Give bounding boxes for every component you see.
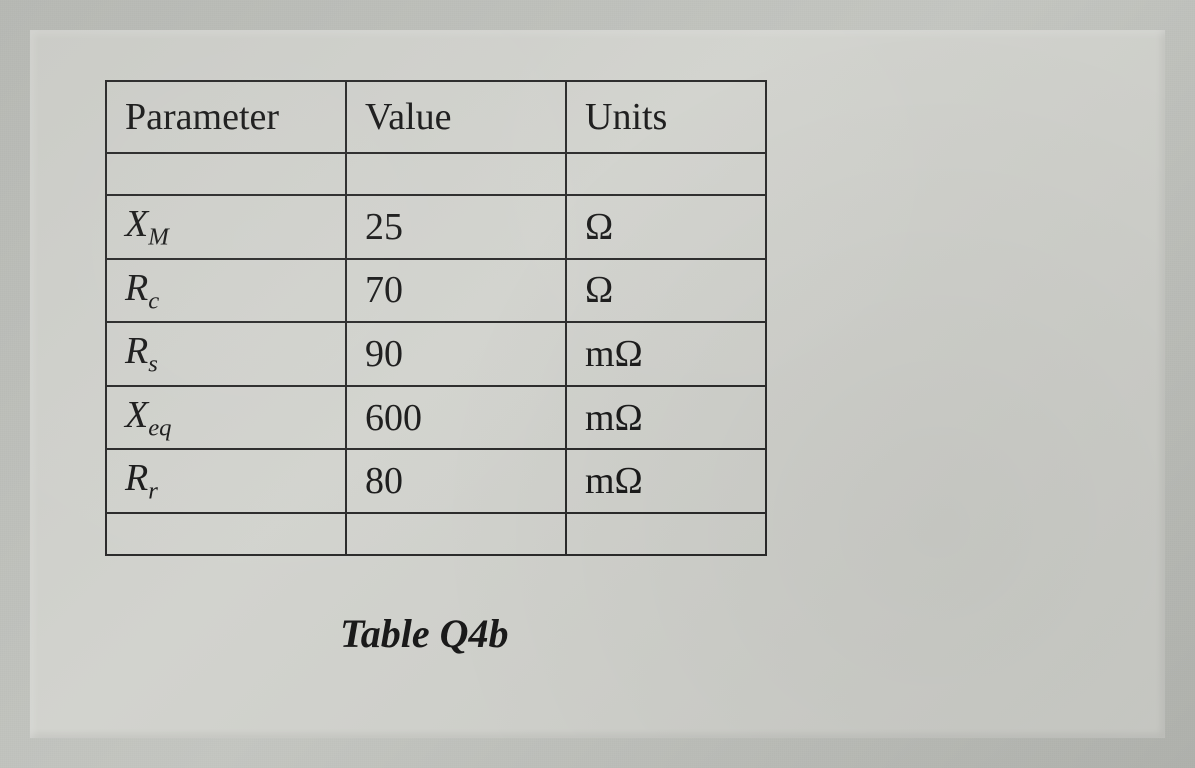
- parameter-table: Parameter Value Units XM 25 Ω Rc: [105, 80, 767, 556]
- param-base: X: [125, 394, 148, 436]
- spacer-cell: [106, 513, 346, 555]
- param-sub: s: [148, 351, 158, 378]
- param-base: R: [125, 267, 148, 309]
- parameter-table-container: Parameter Value Units XM 25 Ω Rc: [105, 80, 767, 556]
- cell-units: mΩ: [566, 386, 766, 450]
- spacer-cell: [566, 153, 766, 195]
- cell-units: mΩ: [566, 449, 766, 513]
- cell-value: 70: [346, 259, 566, 323]
- param-base: R: [125, 330, 148, 372]
- col-header-units: Units: [566, 81, 766, 153]
- param-sub: M: [148, 224, 169, 251]
- cell-parameter: Xeq: [106, 386, 346, 450]
- param-base: X: [125, 203, 148, 245]
- param-sub: eq: [148, 414, 171, 441]
- table-spacer-row: [106, 153, 766, 195]
- table-row: Rr 80 mΩ: [106, 449, 766, 513]
- cell-parameter: Rc: [106, 259, 346, 323]
- col-header-value: Value: [346, 81, 566, 153]
- table-spacer-row: [106, 513, 766, 555]
- spacer-cell: [346, 153, 566, 195]
- cell-units: mΩ: [566, 322, 766, 386]
- table-row: Xeq 600 mΩ: [106, 386, 766, 450]
- param-base: R: [125, 457, 148, 499]
- cell-units: Ω: [566, 259, 766, 323]
- param-sub: r: [148, 478, 158, 505]
- table-row: XM 25 Ω: [106, 195, 766, 259]
- spacer-cell: [346, 513, 566, 555]
- cell-value: 90: [346, 322, 566, 386]
- table-header-row: Parameter Value Units: [106, 81, 766, 153]
- page-region: Parameter Value Units XM 25 Ω Rc: [30, 30, 1165, 738]
- cell-units: Ω: [566, 195, 766, 259]
- spacer-cell: [566, 513, 766, 555]
- cell-value: 600: [346, 386, 566, 450]
- param-sub: c: [148, 287, 159, 314]
- col-header-parameter: Parameter: [106, 81, 346, 153]
- table-row: Rc 70 Ω: [106, 259, 766, 323]
- cell-parameter: Rs: [106, 322, 346, 386]
- cell-parameter: XM: [106, 195, 346, 259]
- table-row: Rs 90 mΩ: [106, 322, 766, 386]
- table-caption: Table Q4b: [340, 610, 509, 657]
- cell-parameter: Rr: [106, 449, 346, 513]
- cell-value: 25: [346, 195, 566, 259]
- cell-value: 80: [346, 449, 566, 513]
- spacer-cell: [106, 153, 346, 195]
